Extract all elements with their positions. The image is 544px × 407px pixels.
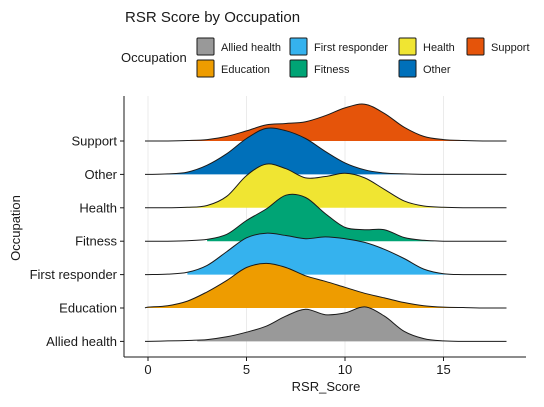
ridge-education [144,262,507,309]
x-tick-label-5: 5 [243,362,250,377]
y-axis-labels: Support Other Health Fitness First responder… [30,134,124,349]
ridge-fill-other [146,127,507,175]
y-tick-label-fitness: Fitness [75,234,117,249]
ridges [144,103,507,342]
ridge-fill-support [146,104,507,141]
y-tick-label-education: Education [59,301,117,316]
y-axis-label: Occupation [8,195,23,261]
legend-swatch-education [196,59,215,78]
ridge-fill-education [146,263,474,308]
ridge-outline-education [144,262,507,309]
ridge-outline-fitness [144,193,507,242]
y-tick-label-support: Support [71,134,117,149]
legend-swatch-other [398,59,417,78]
legend-label-education: Education [221,64,270,76]
legend: Allied health First responder Health Suppor… [196,37,530,78]
legend-item-health: Health [398,37,455,56]
legend-swatch-fitness [289,59,308,78]
legend-item-other: Other [398,59,451,78]
legend-swatch-support [466,37,485,56]
ridge-health [144,163,507,209]
x-tick-label-10: 10 [338,362,352,377]
ridge-outline-allied-health [145,306,507,342]
legend-item-allied-health: Allied health [196,37,281,56]
ridge-fitness [144,193,507,242]
ridge-outline-support [144,103,507,142]
x-tick-label-0: 0 [144,362,151,377]
legend-item-education: Education [196,59,270,78]
legend-item-support: Support [466,37,530,56]
legend-label-allied-health: Allied health [221,42,281,54]
legend-label-other: Other [423,64,451,76]
ridge-first-responder [145,232,507,276]
ridge-fill-health [177,163,474,208]
legend-label-first-responder: First responder [314,42,388,54]
ridge-other [144,127,507,175]
ridge-outline-health [144,163,507,209]
y-tick-label-other: Other [84,167,117,182]
ridge-outline-first-responder [145,232,507,276]
legend-swatch-first-responder [289,37,308,56]
legend-label-support: Support [491,42,530,54]
ridge-support [144,103,507,142]
y-tick-label-allied-health: Allied health [46,334,117,349]
legend-item-first-responder: First responder [289,37,388,56]
chart-title: RSR Score by Occupation [125,9,300,26]
x-axis-ticks: 0 5 10 15 [144,357,451,377]
legend-swatch-health [398,37,417,56]
legend-label-fitness: Fitness [314,64,350,76]
ridge-outline-other [144,127,507,175]
legend-label-health: Health [423,42,455,54]
y-tick-label-health: Health [79,200,117,215]
legend-title: Occupation [121,50,187,65]
ridge-allied-health [145,306,507,342]
x-tick-label-15: 15 [436,362,450,377]
y-tick-label-first-responder: First responder [30,267,118,282]
legend-item-fitness: Fitness [289,59,350,78]
x-axis-label: RSR_Score [292,379,361,394]
legend-swatch-allied-health [196,37,215,56]
ridge-fill-allied-health [197,306,470,342]
